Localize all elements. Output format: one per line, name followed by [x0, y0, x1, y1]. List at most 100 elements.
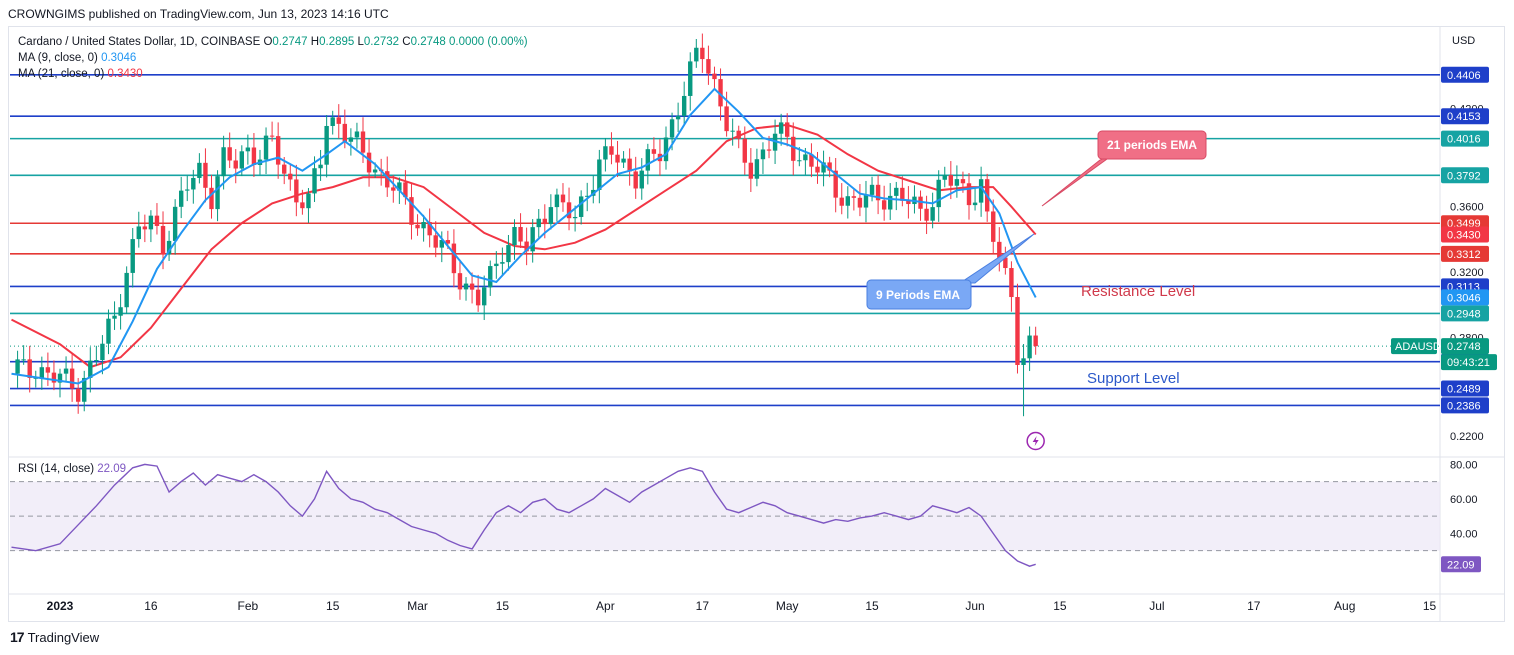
candle-body	[1015, 297, 1020, 365]
level-badge-label: 0.4153	[1447, 111, 1481, 123]
candle-body	[39, 367, 45, 378]
candle-body	[288, 173, 293, 180]
candle-body	[760, 149, 766, 160]
candle-body	[263, 135, 269, 160]
time-axis-label: 2023	[47, 599, 74, 613]
rsi-line	[11, 463, 1036, 567]
footer-brand[interactable]: 17 TradingView	[10, 629, 99, 645]
candle-body	[342, 123, 348, 142]
candle-body	[475, 289, 481, 306]
candle-body	[136, 226, 141, 240]
rsi-value-badge	[1441, 556, 1481, 573]
candle-body	[627, 158, 632, 172]
candle-body	[972, 202, 978, 206]
candle-body	[851, 196, 857, 198]
time-axis-label: 15	[496, 599, 510, 613]
ma9-label: MA (9, close, 0)	[18, 52, 98, 64]
candle-body	[778, 122, 784, 134]
price-badge-label: 0.3046	[1447, 292, 1481, 304]
candle-body	[57, 373, 63, 383]
level-badge-label: 0.3792	[1447, 170, 1481, 182]
level-badge	[1441, 245, 1489, 262]
candle-body	[566, 202, 572, 219]
candle-body	[548, 207, 554, 225]
candle-body	[124, 272, 129, 308]
ma21-legend[interactable]: MA (21, close, 0) 0.3430	[18, 68, 143, 80]
time-axis-label: 15	[865, 599, 879, 613]
ma9-legend[interactable]: MA (9, close, 0) 0.3046	[18, 52, 136, 64]
candle-body	[1033, 335, 1038, 347]
candle-body	[439, 240, 444, 248]
candle-body	[427, 222, 432, 236]
candle-body	[560, 194, 566, 203]
candle-body	[221, 147, 226, 177]
price-tick-label: 0.3600	[1450, 202, 1484, 214]
candle-body	[791, 136, 796, 161]
high-value: 0.2895	[319, 36, 355, 48]
candle-body	[433, 235, 438, 248]
candle-body	[469, 283, 475, 290]
candle-body	[809, 154, 814, 167]
candle-body	[251, 147, 257, 165]
rsi-legend[interactable]: RSI (14, close) 22.09	[18, 463, 126, 475]
candle-body	[815, 166, 820, 173]
candle-body	[282, 164, 287, 174]
candle-body	[694, 47, 699, 62]
candle-body	[488, 266, 493, 288]
candle-body	[978, 179, 984, 203]
countdown-badge	[1441, 354, 1497, 371]
chart-frame[interactable]	[8, 26, 1505, 622]
candle-body	[397, 182, 402, 191]
countdown-label: 09:43:21	[1447, 357, 1490, 369]
candle-body	[833, 170, 838, 198]
price-tick-label: 0.3200	[1450, 267, 1484, 279]
ema9-callout-pointer	[958, 233, 1035, 284]
candle-body	[766, 149, 772, 151]
candle-body	[421, 222, 426, 229]
candle-body	[106, 318, 111, 344]
level-badge	[1441, 130, 1489, 147]
candle-body	[845, 196, 850, 206]
open-value: 0.2747	[272, 36, 308, 48]
rsi-label: RSI (14, close)	[18, 463, 95, 475]
time-axis-label: Jul	[1149, 599, 1164, 613]
level-badge-label: 0.2489	[1447, 384, 1481, 396]
lightning-bolt	[1032, 436, 1039, 446]
price-badge	[1441, 226, 1489, 243]
low-value: 0.2732	[363, 36, 400, 48]
candle-body	[336, 117, 341, 124]
candle-body	[354, 131, 360, 138]
price-badge-label: 0.3430	[1447, 230, 1481, 242]
candle-body	[372, 169, 378, 173]
candle-body	[275, 136, 281, 165]
candle-body	[45, 367, 51, 373]
change-value: 0.0000 (0.00%)	[449, 36, 528, 48]
candle-body	[403, 182, 408, 198]
candle-body	[306, 193, 311, 209]
candle-body	[572, 216, 578, 219]
support-level-label: Support Level	[1087, 370, 1180, 387]
candle-body	[100, 343, 105, 361]
candle-body	[706, 59, 711, 74]
high-label: H	[310, 36, 320, 48]
symbol-badge	[1391, 338, 1437, 355]
symbol-badge-label: ADAUSD	[1395, 341, 1441, 353]
candle-body	[348, 137, 354, 142]
level-badge-label: 0.2948	[1447, 308, 1481, 320]
candle-body	[603, 146, 608, 160]
ema21-callout-box	[1097, 130, 1207, 160]
symbol-legend: Cardano / United States Dollar, 1D, COIN…	[18, 36, 528, 48]
ema21-callout-pointer	[1041, 153, 1115, 207]
candle-body	[930, 207, 935, 221]
candle-body	[839, 197, 844, 206]
candle-body	[451, 243, 457, 274]
candle-body	[821, 162, 826, 173]
candle-body	[197, 162, 202, 178]
candle-body	[651, 149, 657, 154]
candle-body	[294, 179, 299, 203]
candle-body	[1009, 268, 1014, 298]
candle-body	[409, 197, 414, 225]
candle-body	[633, 171, 638, 189]
time-axis-label: Mar	[407, 599, 428, 613]
